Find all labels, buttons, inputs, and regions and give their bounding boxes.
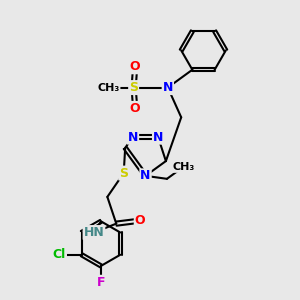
- Text: O: O: [130, 60, 140, 73]
- Text: CH₃: CH₃: [97, 82, 119, 93]
- Text: S: S: [119, 167, 128, 180]
- Text: HN: HN: [84, 226, 104, 239]
- Text: N: N: [163, 81, 173, 94]
- Text: Cl: Cl: [53, 248, 66, 261]
- Text: N: N: [128, 130, 138, 144]
- Text: O: O: [135, 214, 146, 227]
- Text: N: N: [140, 169, 151, 182]
- Text: N: N: [153, 130, 163, 144]
- Text: CH₃: CH₃: [172, 162, 194, 172]
- Text: S: S: [129, 81, 138, 94]
- Text: F: F: [97, 276, 105, 289]
- Text: O: O: [130, 102, 140, 115]
